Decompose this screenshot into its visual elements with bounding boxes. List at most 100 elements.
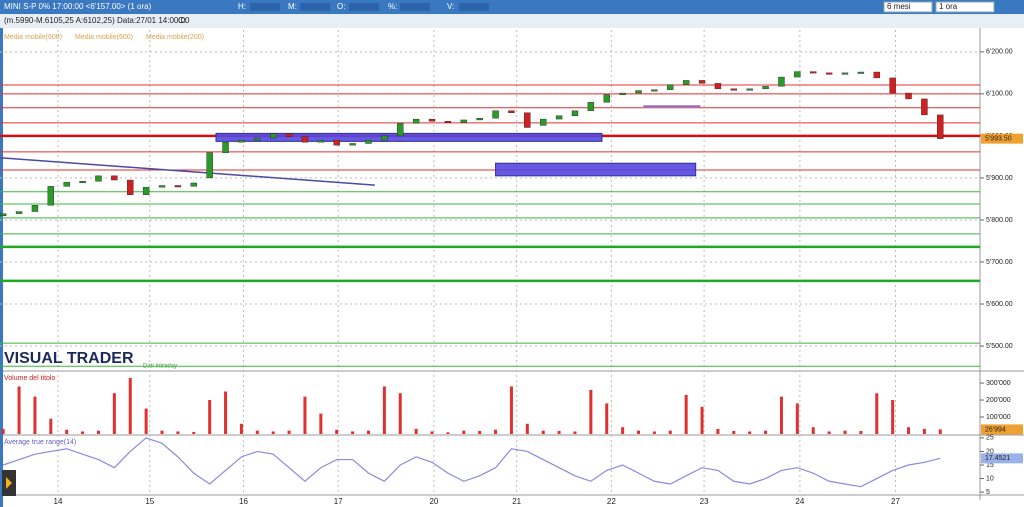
candle: [222, 142, 229, 153]
candle: [746, 88, 753, 91]
candle: [841, 72, 849, 75]
volume-bar: [351, 431, 355, 434]
period-select[interactable]: [883, 1, 933, 13]
x-tick-label: 24: [795, 497, 804, 506]
candle: [857, 71, 865, 74]
y-tick-label: 5'900.00: [986, 175, 1013, 182]
candle: [397, 123, 404, 137]
candle: [412, 118, 420, 124]
zone: [215, 132, 603, 142]
volume-bar: [621, 427, 625, 434]
candle: [460, 119, 467, 123]
candle: [921, 98, 928, 116]
candle: [810, 71, 817, 74]
candle: [540, 118, 547, 126]
toolbar-field: V:: [447, 2, 454, 11]
candle: [47, 186, 55, 206]
candle: [381, 135, 388, 141]
candle: [206, 152, 213, 179]
volume-bar: [271, 431, 275, 434]
last-volume-label: 26'994: [985, 426, 1006, 433]
volume-bar: [319, 413, 323, 434]
candle: [603, 94, 610, 103]
candle: [301, 136, 309, 143]
volume-bar: [335, 429, 339, 434]
volume-bar: [795, 403, 799, 434]
logo: VISUAL TRADER: [4, 350, 134, 367]
volume-bar: [748, 431, 752, 434]
volume-bar: [764, 430, 768, 434]
volume-bar: [382, 386, 386, 434]
toolbar-input: [459, 3, 489, 11]
last-atr-tag: [981, 453, 1023, 464]
volume-bar: [398, 393, 402, 434]
y-tick-label: 5: [986, 489, 990, 496]
y-tick-label: 15: [986, 462, 994, 469]
y-tick-label: 6'100.00: [986, 91, 1013, 98]
volume-bar: [779, 396, 783, 434]
volume-bar: [287, 430, 291, 434]
interval-label[interactable]: 1 ora: [939, 2, 958, 11]
candle: [79, 181, 86, 183]
candle: [873, 71, 880, 79]
x-tick-label: 21: [512, 497, 521, 506]
candle: [31, 205, 39, 212]
period-label[interactable]: 6 mesi: [887, 2, 911, 11]
interval-select[interactable]: [935, 1, 995, 13]
volume-bar: [239, 423, 243, 434]
last-volume-tag: [981, 424, 1023, 435]
candle: [889, 77, 896, 94]
volume-bar: [96, 430, 100, 434]
candle: [730, 88, 738, 91]
volume-bar: [684, 394, 688, 434]
volume-bar: [652, 431, 656, 434]
volume-bar: [144, 408, 148, 434]
y-tick-label: 5'500.00: [986, 343, 1013, 350]
volume-bar: [49, 418, 53, 434]
candle: [63, 181, 70, 187]
y-tick-label: 5'700.00: [986, 259, 1013, 266]
x-tick-label: 27: [891, 497, 900, 506]
candle: [95, 175, 102, 182]
info-bar: [0, 14, 1024, 28]
legend-entry: Media mobile(200): [146, 34, 204, 41]
candle: [0, 213, 7, 216]
candle: [269, 133, 277, 139]
candle: [444, 120, 452, 123]
x-tick-label: 16: [239, 497, 248, 506]
volume-bar: [128, 377, 132, 434]
candle: [794, 71, 801, 78]
volume-bar: [112, 393, 116, 434]
candle: [476, 118, 483, 121]
legend-entry: Media mobile(600): [4, 34, 62, 41]
candle: [682, 80, 690, 85]
volume-bar: [700, 406, 704, 434]
y-tick-label: 20: [986, 448, 994, 455]
candle: [142, 186, 150, 195]
volume-bar: [224, 391, 228, 434]
candle: [778, 76, 785, 87]
candle: [285, 133, 293, 137]
volume-bar: [414, 428, 418, 434]
toolbar-field: %:: [388, 2, 397, 11]
legend-entry: Media mobile(600): [75, 34, 133, 41]
volume-bar: [922, 428, 926, 434]
trendline: [0, 157, 375, 186]
volume-bar: [17, 386, 21, 434]
candle: [937, 114, 944, 139]
volume-bar: [33, 396, 37, 434]
volume-bar: [192, 431, 196, 434]
toolbar-input: [349, 3, 379, 11]
candle: [667, 84, 674, 90]
last-price-label: 5'993.50: [985, 135, 1012, 142]
volume-bar: [494, 429, 498, 434]
candle: [524, 112, 531, 128]
candle: [365, 139, 372, 144]
window-title: MINI S-P 0% 17:00:00 <6'157.00> (1 ora): [4, 2, 152, 11]
last-price-tag: [981, 133, 1023, 144]
volume-bar: [668, 430, 672, 434]
toolbar-input: [300, 3, 330, 11]
volume-bar: [208, 400, 212, 434]
pane-title: Average true range(14): [4, 439, 76, 446]
volume-bar: [589, 389, 593, 434]
